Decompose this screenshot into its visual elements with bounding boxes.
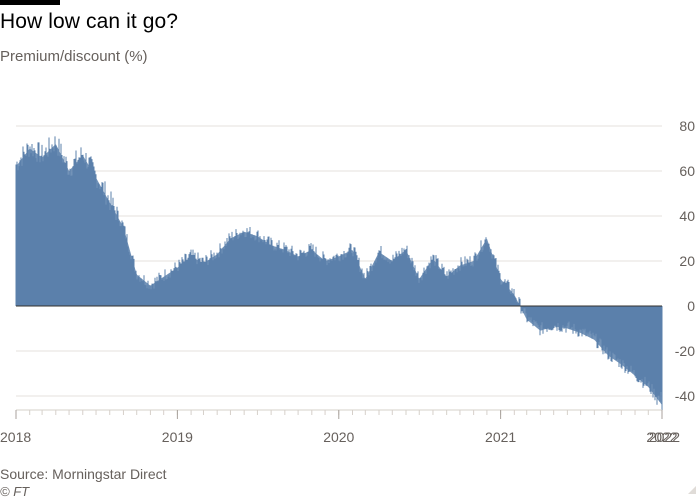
y-tick-label: 60 — [679, 163, 695, 179]
chart-subtitle: Premium/discount (%) — [0, 48, 148, 65]
source-note: Source: Morningstar Direct — [0, 466, 167, 482]
y-tick-label: -20 — [675, 343, 695, 359]
y-tick-label: 80 — [679, 118, 695, 134]
y-tick-label: -40 — [675, 388, 695, 404]
x-tick-label: 2021 — [485, 429, 516, 445]
resize-corner-icon — [688, 486, 696, 494]
chart-title: How low can it go? — [0, 10, 179, 33]
credit-note: © FT — [0, 484, 30, 499]
x-tick-label: 2020 — [323, 429, 354, 445]
brand-bar — [0, 0, 60, 5]
y-tick-label: 20 — [679, 253, 695, 269]
x-tick-label: 2022 — [646, 429, 677, 445]
bars — [15, 136, 663, 411]
x-tick-label: 2019 — [162, 429, 193, 445]
y-tick-label: 40 — [679, 208, 695, 224]
y-tick-label: 0 — [687, 298, 695, 314]
x-tick-label: 2022 — [649, 429, 680, 445]
x-tick-label: 2018 — [0, 429, 31, 445]
axes — [15, 305, 663, 419]
